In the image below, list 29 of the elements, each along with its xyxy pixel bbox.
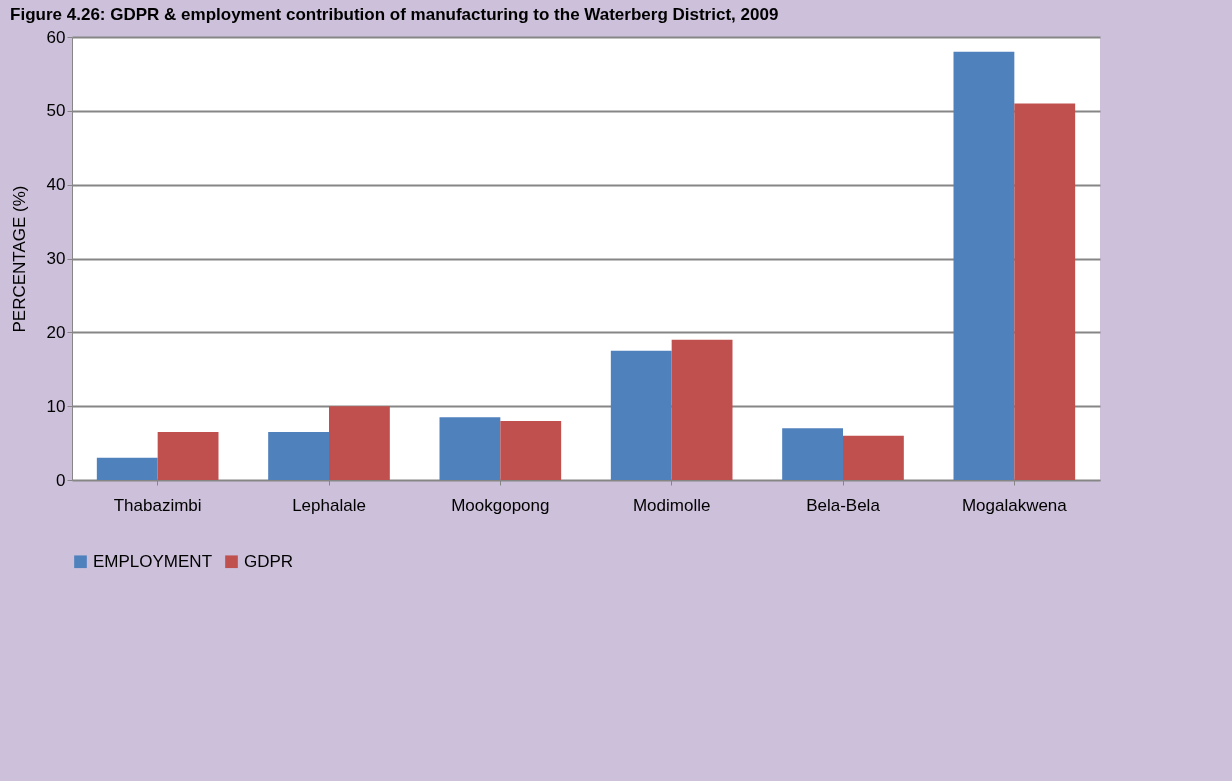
y-tick-label: 0 bbox=[56, 470, 66, 490]
bar bbox=[782, 428, 843, 480]
bar bbox=[96, 457, 158, 480]
bar bbox=[439, 417, 501, 480]
bar bbox=[610, 350, 672, 480]
x-tick-label: Thabazimbi bbox=[113, 495, 202, 515]
bar bbox=[268, 432, 329, 480]
bar bbox=[157, 432, 219, 480]
bar bbox=[329, 406, 390, 480]
x-tick-label: Lephalale bbox=[292, 495, 366, 515]
y-tick-label: 10 bbox=[46, 396, 66, 416]
y-tick-label: 20 bbox=[46, 322, 66, 342]
x-tick-label: Modimolle bbox=[632, 495, 711, 515]
bar bbox=[953, 51, 1015, 480]
y-axis-title: PERCENTAGE (%) bbox=[9, 185, 29, 333]
x-tick-label: Bela-Bela bbox=[806, 495, 881, 515]
bar bbox=[843, 435, 904, 480]
y-tick-label: 50 bbox=[46, 101, 66, 121]
bar bbox=[671, 339, 733, 480]
chart-title: Figure 4.26: GDPR & employment contribution of manufacturing to the Waterberg District, 2009 bbox=[10, 5, 779, 24]
y-tick-label: 30 bbox=[46, 249, 66, 268]
bar bbox=[1014, 103, 1076, 480]
legend-label: EMPLOYMENT bbox=[93, 551, 213, 571]
x-tick-label: Mookgopong bbox=[451, 495, 550, 515]
x-tick-label: Mogalakwena bbox=[961, 495, 1068, 515]
legend-label: GDPR bbox=[244, 551, 294, 571]
y-tick-label: 40 bbox=[46, 175, 66, 195]
bar bbox=[500, 420, 562, 480]
y-tick-label: 60 bbox=[46, 27, 66, 47]
